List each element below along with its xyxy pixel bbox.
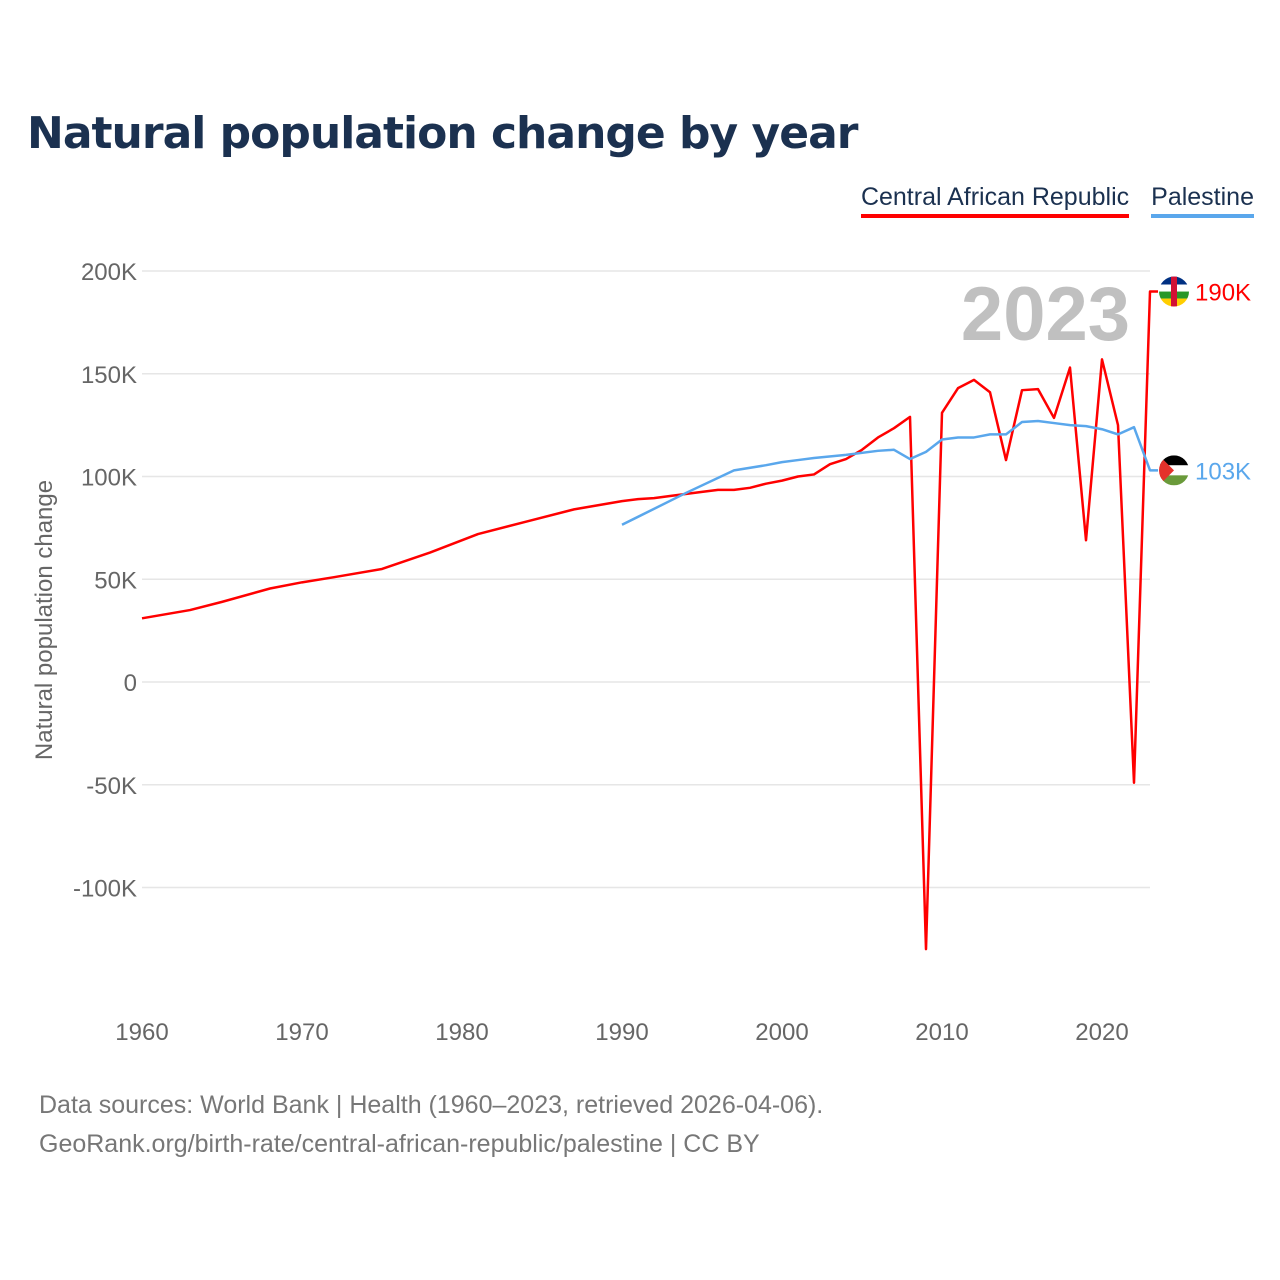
x-tick-label: 1960 <box>115 1019 168 1046</box>
x-tick-label: 1990 <box>595 1019 648 1046</box>
legend: Central African Republic Palestine <box>860 183 1254 218</box>
palestine-flag-icon <box>1159 455 1189 486</box>
y-tick-label: 0 <box>124 670 137 697</box>
footer: Data sources: World Bank | Health (1960–… <box>39 1086 823 1164</box>
x-tick-label: 2020 <box>1075 1019 1128 1046</box>
x-tick-label: 2000 <box>755 1019 808 1046</box>
x-tick-label: 2010 <box>915 1019 968 1046</box>
footer-link[interactable]: GeoRank.org/birth-rate/central-african-r… <box>39 1130 760 1158</box>
y-tick-label: 100K <box>81 465 137 492</box>
series-line-palestine <box>621 419 1158 526</box>
y-axis-label: Natural population change <box>31 480 58 760</box>
x-tick-label: 1980 <box>435 1019 488 1046</box>
end-value-label: 103K <box>1195 458 1251 485</box>
end-value-label: 190K <box>1195 280 1251 307</box>
y-tick-label: -50K <box>86 773 137 800</box>
chart-title: Natural population change by year <box>27 108 858 159</box>
y-tick-label: 150K <box>81 362 137 389</box>
year-label: 2023 <box>961 272 1130 357</box>
legend-item-palestine[interactable]: Palestine <box>1151 183 1254 218</box>
y-tick-label: 200K <box>81 259 137 286</box>
series-line-central-african-republic <box>141 290 1158 951</box>
y-tick-label: -100K <box>73 876 137 903</box>
legend-item-central-african-republic[interactable]: Central African Republic <box>860 183 1130 218</box>
y-tick-label: 50K <box>94 567 137 594</box>
footer-sources: Data sources: World Bank | Health (1960–… <box>39 1091 824 1119</box>
car-flag-icon <box>1159 276 1189 307</box>
x-tick-label: 1970 <box>275 1019 328 1046</box>
